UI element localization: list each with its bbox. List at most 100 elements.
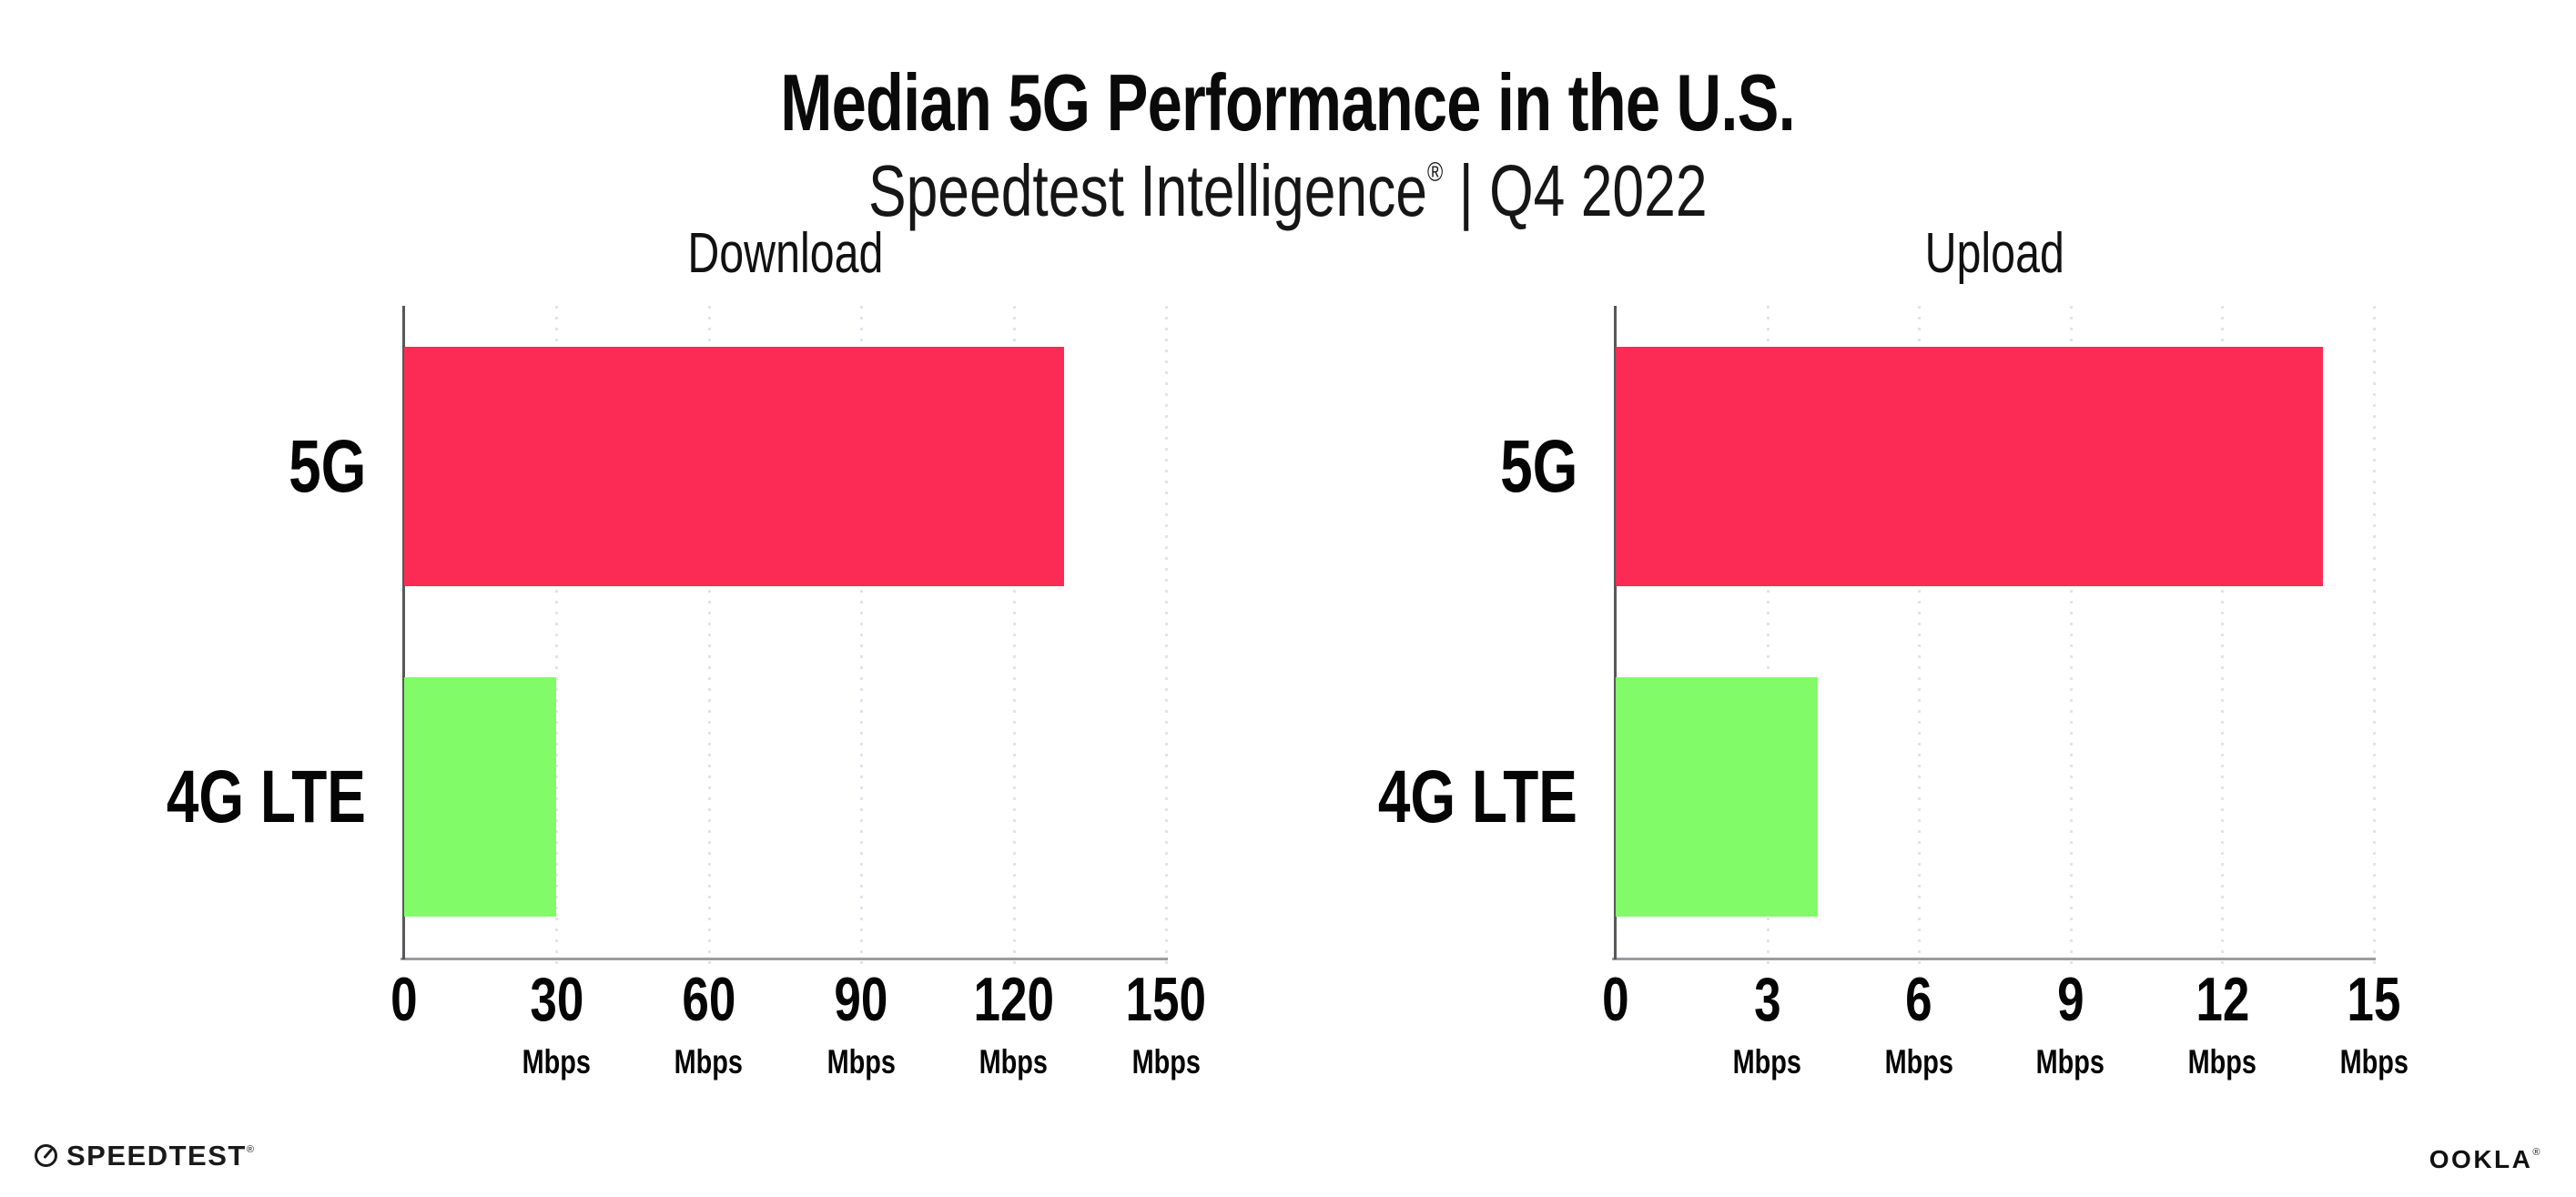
bar-4g-lte bbox=[1616, 677, 1819, 917]
tick-number: 15 bbox=[2256, 969, 2492, 1030]
gridline-3-mbps bbox=[1766, 306, 1770, 970]
tick-unit-text: Mbps bbox=[1884, 1043, 1953, 1080]
x-axis-line bbox=[401, 958, 1168, 960]
tick-number: 120 bbox=[896, 969, 1132, 1030]
speedtest-logo: SPEEDTEST® bbox=[34, 1141, 255, 1170]
bar-5g bbox=[1616, 347, 2324, 586]
category-label-5g: 5G bbox=[267, 429, 366, 504]
tick-label-6-mbps: 6 Mbps bbox=[1800, 969, 2037, 1079]
tick-unit-mbps: Mbps bbox=[743, 1045, 979, 1079]
bar-4g-lte bbox=[404, 677, 557, 917]
subtitle-period: | Q4 2022 bbox=[1443, 150, 1708, 232]
tick-number: 6 bbox=[1800, 969, 2037, 1030]
tick-number-text: 9 bbox=[2057, 965, 2084, 1034]
tick-number: 12 bbox=[2104, 969, 2340, 1030]
bar-5g bbox=[404, 347, 1065, 586]
category-label-text: 4G LTE bbox=[166, 755, 366, 838]
download-plot-area bbox=[401, 306, 1168, 970]
y-axis-line bbox=[1614, 306, 1617, 959]
tick-number-text: 30 bbox=[529, 965, 583, 1034]
tick-number-text: 150 bbox=[1125, 965, 1207, 1034]
subtitle-registered-mark: ® bbox=[1427, 157, 1444, 188]
tick-unit-mbps: Mbps bbox=[1048, 1045, 1284, 1079]
gridline-120-mbps bbox=[1012, 306, 1016, 970]
tick-number-text: 0 bbox=[390, 965, 418, 1034]
gridline-30-mbps bbox=[555, 306, 559, 970]
tick-number-text: 0 bbox=[1602, 965, 1629, 1034]
tick-label-60-mbps: 60 Mbps bbox=[591, 969, 827, 1079]
x-axis-line bbox=[1612, 958, 2376, 960]
tick-number-text: 120 bbox=[973, 965, 1054, 1034]
download-category-labels: 5G 4G LTE bbox=[0, 306, 366, 958]
category-label-text: 5G bbox=[1499, 424, 1577, 508]
tick-unit-mbps: Mbps bbox=[1649, 1045, 1886, 1079]
page-title: Median 5G Performance in the U.S. bbox=[0, 56, 2576, 147]
tick-number: 90 bbox=[743, 969, 979, 1030]
tick-unit-mbps: Mbps bbox=[1800, 1045, 2037, 1079]
tick-label-120-mbps: 120 Mbps bbox=[896, 969, 1132, 1079]
tick-unit-text: Mbps bbox=[2187, 1043, 2257, 1080]
subtitle-brand: Speedtest Intelligence bbox=[868, 150, 1428, 232]
tick-number: 9 bbox=[1952, 969, 2189, 1030]
upload-x-axis-ticks: 0 3 Mbps 6 Mbps 9 Mbps 12 Mbps 15 Mbps bbox=[1602, 969, 2408, 1114]
tick-unit-text: Mbps bbox=[1732, 1043, 1802, 1080]
ookla-wordmark: OOKLA® bbox=[2429, 1145, 2542, 1173]
tick-unit-text: Mbps bbox=[674, 1043, 744, 1080]
upload-category-labels: 5G 4G LTE bbox=[1212, 306, 1577, 958]
tick-number: 0 bbox=[286, 969, 522, 1030]
ookla-logo: OOKLA® bbox=[2429, 1147, 2542, 1172]
tick-number-text: 6 bbox=[1905, 965, 1932, 1034]
tick-label-0: 0 bbox=[286, 969, 522, 1030]
tick-unit-mbps: Mbps bbox=[2104, 1045, 2340, 1079]
speedtest-registered-mark: ® bbox=[246, 1144, 256, 1155]
page-title-text: Median 5G Performance in the U.S. bbox=[780, 56, 1797, 147]
tick-unit-text: Mbps bbox=[2036, 1043, 2105, 1080]
category-label-4g-lte: 4G LTE bbox=[1322, 755, 1577, 838]
gridline-6-mbps bbox=[1918, 306, 1922, 970]
page-subtitle: Speedtest Intelligence® | Q4 2022 bbox=[0, 153, 2576, 229]
tick-number: 150 bbox=[1048, 969, 1284, 1030]
gridline-60-mbps bbox=[707, 306, 711, 970]
tick-number-text: 90 bbox=[834, 965, 888, 1034]
gridline-90-mbps bbox=[860, 306, 864, 970]
ookla-registered-mark: ® bbox=[2532, 1147, 2542, 1158]
tick-unit-mbps: Mbps bbox=[438, 1045, 674, 1079]
tick-number-text: 3 bbox=[1753, 965, 1781, 1034]
tick-number: 30 bbox=[438, 969, 674, 1030]
tick-unit-mbps: Mbps bbox=[1952, 1045, 2189, 1079]
tick-number: 60 bbox=[591, 969, 827, 1030]
download-chart-title: Download bbox=[686, 222, 884, 285]
gridline-15-mbps bbox=[2373, 306, 2376, 970]
y-axis-line bbox=[402, 306, 405, 959]
download-x-axis-ticks: 0 30 Mbps 60 Mbps 90 Mbps 120 Mbps 150 Mbps bbox=[390, 969, 1206, 1114]
tick-number: 0 bbox=[1497, 969, 1734, 1030]
gridline-150-mbps bbox=[1165, 306, 1168, 970]
tick-unit-mbps: Mbps bbox=[896, 1045, 1132, 1079]
tick-number-text: 60 bbox=[682, 965, 736, 1034]
speedtest-gauge-icon bbox=[34, 1143, 58, 1168]
tick-label-3-mbps: 3 Mbps bbox=[1649, 969, 1886, 1079]
tick-label-12-mbps: 12 Mbps bbox=[2104, 969, 2340, 1079]
tick-number: 3 bbox=[1649, 969, 1886, 1030]
tick-number-text: 15 bbox=[2347, 965, 2401, 1034]
tick-label-9-mbps: 9 Mbps bbox=[1952, 969, 2189, 1079]
gridline-12-mbps bbox=[2221, 306, 2225, 970]
category-label-4g-lte: 4G LTE bbox=[110, 755, 366, 838]
tick-label-150-mbps: 150 Mbps bbox=[1048, 969, 1284, 1079]
category-label-text: 4G LTE bbox=[1377, 755, 1577, 838]
category-label-5g: 5G bbox=[1478, 424, 1577, 508]
speedtest-wordmark: SPEEDTEST® bbox=[66, 1140, 256, 1172]
tick-number-text: 12 bbox=[2195, 965, 2249, 1034]
tick-unit-text: Mbps bbox=[1131, 1043, 1201, 1080]
tick-unit-mbps: Mbps bbox=[2256, 1045, 2492, 1079]
tick-label-90-mbps: 90 Mbps bbox=[743, 969, 979, 1079]
upload-plot-area bbox=[1612, 306, 2376, 970]
tick-label-30-mbps: 30 Mbps bbox=[438, 969, 674, 1079]
tick-unit-text: Mbps bbox=[2339, 1043, 2409, 1080]
tick-unit-mbps: Mbps bbox=[591, 1045, 827, 1079]
upload-chart-title: Upload bbox=[1924, 222, 2065, 285]
tick-unit-text: Mbps bbox=[979, 1043, 1049, 1080]
gridline-9-mbps bbox=[2069, 306, 2073, 970]
tick-label-0: 0 bbox=[1497, 969, 1734, 1030]
